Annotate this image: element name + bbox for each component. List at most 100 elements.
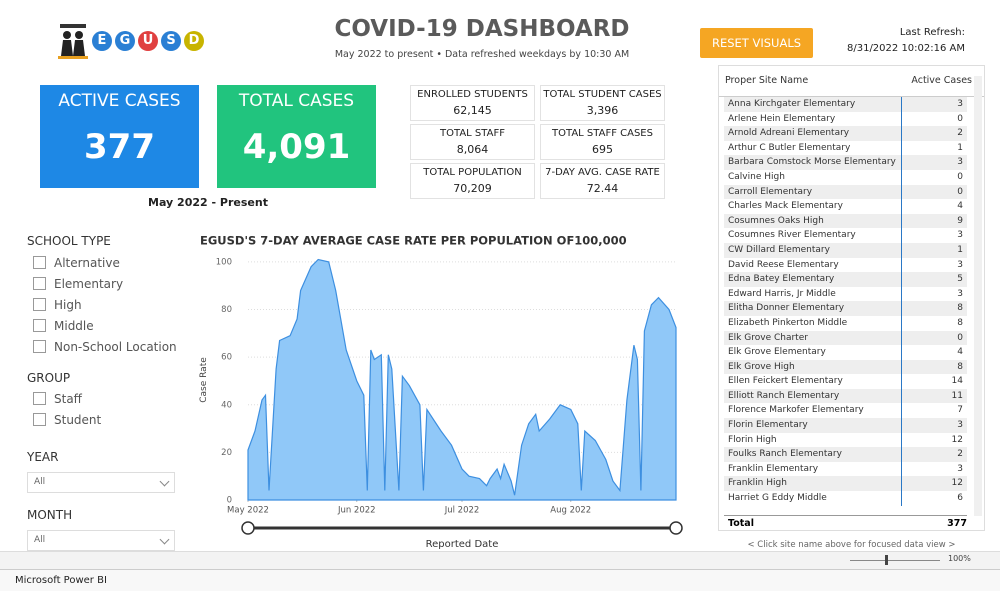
total-value: 377	[947, 518, 967, 529]
option-label: Alternative	[54, 256, 120, 270]
checkbox[interactable]	[33, 413, 46, 426]
table-row[interactable]: Cosumnes River Elementary 3	[724, 228, 967, 243]
table-row[interactable]: Anna Kirchgater Elementary 3	[724, 97, 967, 112]
stat-label: ENROLLED STUDENTS	[417, 89, 528, 100]
table-row[interactable]: Carroll Elementary 0	[724, 184, 967, 200]
total-label: Total	[728, 518, 754, 529]
chart-title: EGUSD'S 7-DAY AVERAGE CASE RATE PER POPU…	[200, 234, 627, 248]
slider-handle[interactable]	[241, 521, 255, 535]
dropdown-value: All	[34, 535, 46, 545]
site-cases: 3	[900, 286, 967, 302]
site-name: Charles Mack Elementary	[728, 201, 843, 212]
table-row[interactable]: Florin High 12	[724, 432, 967, 448]
y-tick-label: 80	[221, 305, 232, 315]
chart: EGUSD'S 7-DAY AVERAGE CASE RATE PER POPU…	[199, 234, 683, 550]
option-label: Non-School Location	[54, 340, 177, 354]
site-name: Cosumnes River Elementary	[728, 230, 856, 241]
option-label: Staff	[54, 392, 82, 406]
site-cases: 3	[900, 155, 967, 170]
stat-value: 62,145	[453, 104, 492, 117]
table-row[interactable]: David Reese Elementary 3	[724, 257, 967, 273]
table-row[interactable]: Elk Grove Elementary 4	[724, 345, 967, 360]
table-row[interactable]: Elitha Donner Elementary 8	[724, 301, 967, 316]
stat-card: TOTAL POPULATION 70,209	[410, 163, 535, 199]
checkbox[interactable]	[33, 256, 46, 269]
table-row[interactable]: Edward Harris, Jr Middle 3	[724, 286, 967, 302]
site-name: CW Dillard Elementary	[728, 244, 830, 255]
checkbox[interactable]	[33, 277, 46, 290]
dropdown[interactable]: All	[27, 472, 175, 493]
x-tick-label: Aug 2022	[550, 506, 591, 516]
dropdown-value: All	[34, 477, 46, 487]
site-cases: 4	[900, 345, 967, 360]
table-row[interactable]: Elk Grove Charter 0	[724, 330, 967, 346]
site-cases: 8	[900, 359, 967, 375]
slider-handle[interactable]	[669, 521, 683, 535]
site-name: Elk Grove High	[728, 361, 795, 372]
stat-value: 70,209	[453, 182, 492, 195]
kpi-value: 4,091	[242, 127, 351, 167]
filter-option[interactable]: Student	[33, 413, 101, 427]
table-row[interactable]: Calvine High 0	[724, 169, 967, 185]
site-name: Arthur C Butler Elementary	[728, 142, 851, 153]
table-header: Proper Site Name	[725, 75, 809, 86]
filter-option[interactable]: High	[33, 298, 82, 312]
zoom-level: 100%	[948, 554, 971, 563]
site-name: Arnold Adreani Elementary	[728, 128, 850, 139]
site-name: Edna Batey Elementary	[728, 274, 835, 285]
table-row[interactable]: Arnold Adreani Elementary 2	[724, 126, 967, 141]
site-name: Elliott Ranch Elementary	[728, 390, 840, 401]
option-label: High	[54, 298, 82, 312]
subtitle: May 2022 to present • Data refreshed wee…	[334, 49, 630, 60]
filter-option[interactable]: Non-School Location	[33, 340, 177, 354]
table-row[interactable]: Barbara Comstock Morse Elementary 3	[724, 155, 967, 170]
table-row[interactable]: Foulks Ranch Elementary 2	[724, 447, 967, 462]
reset-button[interactable]: RESET VISUALS	[700, 28, 813, 58]
table-row[interactable]: CW Dillard Elementary 1	[724, 242, 967, 258]
table-row[interactable]: Arlene Hein Elementary 0	[724, 111, 967, 127]
site-name: Elitha Donner Elementary	[728, 303, 845, 314]
table-row[interactable]: Ellen Feickert Elementary 14	[724, 374, 967, 389]
stat-value: 8,064	[456, 143, 489, 156]
filter-option[interactable]: Staff	[33, 392, 82, 406]
option-label: Middle	[54, 319, 94, 333]
table-row[interactable]: Harriet G Eddy Middle 6	[724, 491, 967, 506]
table-row[interactable]: Arthur C Butler Elementary 1	[724, 140, 967, 156]
table-body: Anna Kirchgater Elementary 3 Arlene Hein E…	[724, 97, 967, 517]
table-row[interactable]: Charles Mack Elementary 4	[724, 199, 967, 214]
table-row[interactable]: Franklin Elementary 3	[724, 461, 967, 477]
kpi-card: TOTAL CASES 4,091	[217, 85, 376, 188]
logo-letter: U	[138, 31, 158, 51]
site-cases: 0	[900, 330, 967, 346]
dropdown[interactable]: All	[27, 530, 175, 551]
checkbox[interactable]	[33, 340, 46, 353]
site-cases: 6	[900, 491, 967, 506]
table-row[interactable]: Elliott Ranch Elementary 11	[724, 388, 967, 404]
site-name: Florin Elementary	[728, 420, 808, 431]
table-row[interactable]: Florence Markofer Elementary 7	[724, 403, 967, 419]
refresh-value: 8/31/2022 10:02:16 AM	[846, 43, 965, 54]
filter-option[interactable]: Alternative	[33, 256, 120, 270]
site-name: Arlene Hein Elementary	[728, 113, 836, 124]
scrollbar[interactable]	[974, 76, 982, 516]
filter-option[interactable]: Elementary	[33, 277, 123, 291]
site-name: Elizabeth Pinkerton Middle	[728, 317, 848, 328]
table-row[interactable]: Franklin High 12	[724, 476, 967, 492]
table-row[interactable]: Cosumnes Oaks High 9	[724, 213, 967, 229]
site-cases: 0	[900, 184, 967, 200]
checkbox[interactable]	[33, 298, 46, 311]
site-name: Elk Grove Elementary	[728, 347, 826, 358]
table-row[interactable]: Elk Grove High 8	[724, 359, 967, 375]
y-tick-label: 20	[221, 448, 232, 458]
filter-option[interactable]: Middle	[33, 319, 94, 333]
table-row[interactable]: Florin Elementary 3	[724, 418, 967, 433]
filter-title: GROUP	[27, 371, 71, 385]
stat-card: 7-DAY AVG. CASE RATE 72.44	[540, 163, 665, 199]
checkbox[interactable]	[33, 319, 46, 332]
site-cases: 2	[900, 447, 967, 462]
table-row[interactable]: Edna Batey Elementary 5	[724, 272, 967, 287]
table-row[interactable]: Elizabeth Pinkerton Middle 8	[724, 315, 967, 331]
checkbox[interactable]	[33, 392, 46, 405]
